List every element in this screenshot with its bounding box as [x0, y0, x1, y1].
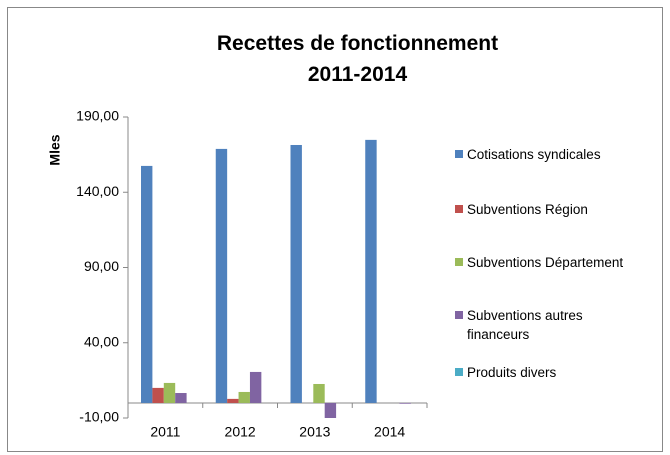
legend-swatch: [455, 311, 463, 319]
bar: [399, 402, 411, 404]
legend-swatch: [455, 150, 463, 158]
legend-item: Subventions autres financeurs: [455, 306, 617, 344]
legend-swatch: [455, 258, 463, 266]
legend-label: Produits divers: [467, 365, 557, 380]
legend-label: Subventions autres financeurs: [467, 308, 583, 342]
x-tick-label: 2013: [299, 424, 330, 440]
y-tick-label: 90,00: [84, 258, 119, 274]
y-axis-label: Mles: [47, 134, 63, 165]
x-tick-label: 2012: [225, 424, 256, 440]
legend-label: Subventions Département: [467, 255, 624, 270]
bar: [290, 144, 302, 403]
bar: [249, 371, 262, 403]
bar: [175, 393, 187, 403]
legend-item: Subventions Département: [455, 253, 670, 272]
legend-item: Cotisations syndicales: [455, 145, 670, 164]
legend-item: Subventions Région: [455, 200, 670, 219]
bar: [238, 391, 250, 403]
bar: [227, 398, 239, 403]
bar: [152, 387, 164, 403]
y-tick-label: 40,00: [84, 333, 119, 349]
bar: [365, 139, 377, 403]
y-tick-label: -10,00: [79, 409, 119, 425]
x-tick-label: 2014: [374, 424, 405, 440]
legend-item: Produits divers: [455, 363, 670, 382]
legend-swatch: [455, 368, 463, 376]
y-tick-label: 190,00: [76, 108, 119, 124]
chart-border: [7, 7, 663, 452]
y-tick-label: 140,00: [76, 183, 119, 199]
bar: [313, 383, 325, 403]
x-tick-label: 2011: [150, 424, 180, 440]
legend-label: Cotisations syndicales: [467, 147, 601, 162]
bar: [163, 382, 176, 403]
chart-title: Recettes de fonctionnement 2011-2014: [216, 32, 499, 86]
bar: [324, 402, 337, 418]
bar: [215, 148, 228, 403]
bar: [141, 165, 153, 403]
legend-label: Subventions Région: [467, 202, 588, 217]
legend-swatch: [455, 205, 463, 213]
